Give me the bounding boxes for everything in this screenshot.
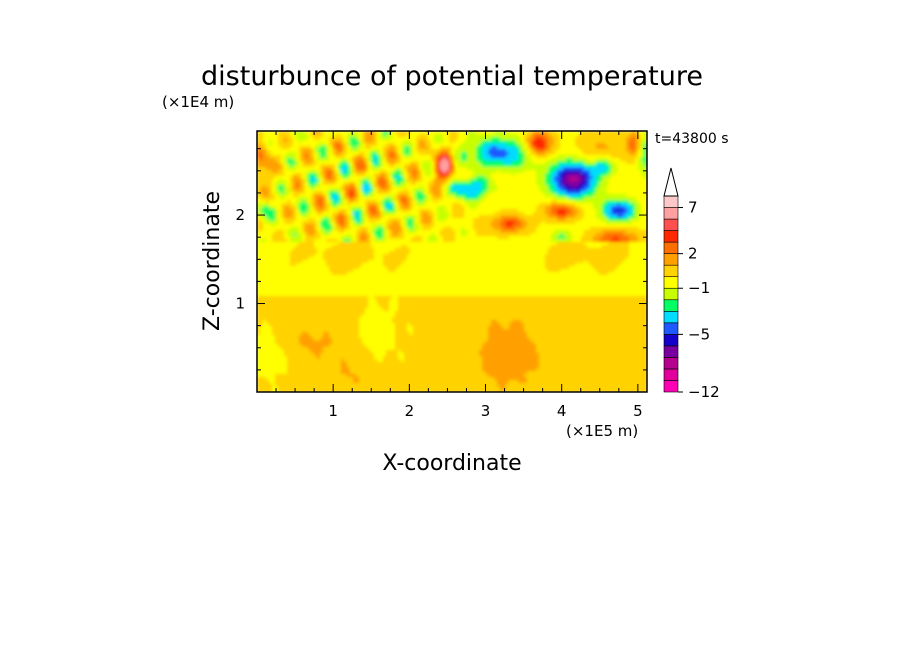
colorbar-tick-label: 7 bbox=[688, 199, 698, 217]
x-multiplier: (×1E5 m) bbox=[566, 422, 638, 440]
colorbar-swatch bbox=[663, 241, 679, 254]
colorbar-swatch bbox=[663, 322, 679, 335]
x-tick-label: 3 bbox=[481, 402, 491, 420]
colorbar-extend-arrow bbox=[663, 167, 679, 197]
colorbar-swatch bbox=[663, 287, 679, 301]
colorbar: 7 2 −1 −5 −12 bbox=[663, 167, 720, 401]
colorbar-swatch bbox=[663, 264, 679, 278]
colorbar-swatch bbox=[663, 310, 679, 324]
colorbar-swatch bbox=[663, 357, 679, 370]
x-axis: 1 2 3 4 5 bbox=[275, 131, 643, 420]
y-tick-label: 1 bbox=[235, 295, 245, 313]
colorbar-swatch bbox=[663, 195, 679, 208]
x-tick-label: 5 bbox=[633, 402, 643, 420]
time-label: t=43800 s bbox=[655, 131, 729, 147]
colorbar-tick-label: −12 bbox=[688, 383, 720, 401]
plot-area bbox=[257, 131, 647, 392]
colorbar-swatch bbox=[663, 334, 679, 347]
y-tick-label: 2 bbox=[235, 206, 245, 224]
chart-title: disturbunce of potential temperature bbox=[201, 61, 703, 92]
y-axis-label: Z-coordinate bbox=[200, 191, 225, 331]
colorbar-swatch bbox=[663, 380, 679, 393]
colorbar-swatch bbox=[663, 253, 679, 266]
y-multiplier: (×1E4 m) bbox=[162, 93, 234, 111]
colorbar-swatch bbox=[663, 207, 679, 220]
colorbar-swatch bbox=[663, 368, 679, 381]
colorbar-swatch bbox=[663, 299, 679, 312]
plot-frame bbox=[256, 130, 648, 393]
colorbar-swatch bbox=[663, 276, 679, 289]
colorbar-swatch bbox=[663, 218, 679, 231]
colorbar-swatch bbox=[663, 230, 679, 243]
colorbar-tick-label: 2 bbox=[688, 245, 698, 263]
y-axis: 12 bbox=[235, 148, 647, 371]
colorbar-tick-label: −1 bbox=[688, 279, 710, 297]
x-tick-label: 2 bbox=[405, 402, 415, 420]
colorbar-swatch bbox=[663, 345, 679, 358]
colorbar-tick-label: −5 bbox=[688, 325, 710, 343]
x-tick-label: 1 bbox=[328, 402, 338, 420]
x-axis-label: X-coordinate bbox=[382, 451, 521, 476]
x-tick-label: 4 bbox=[557, 402, 567, 420]
